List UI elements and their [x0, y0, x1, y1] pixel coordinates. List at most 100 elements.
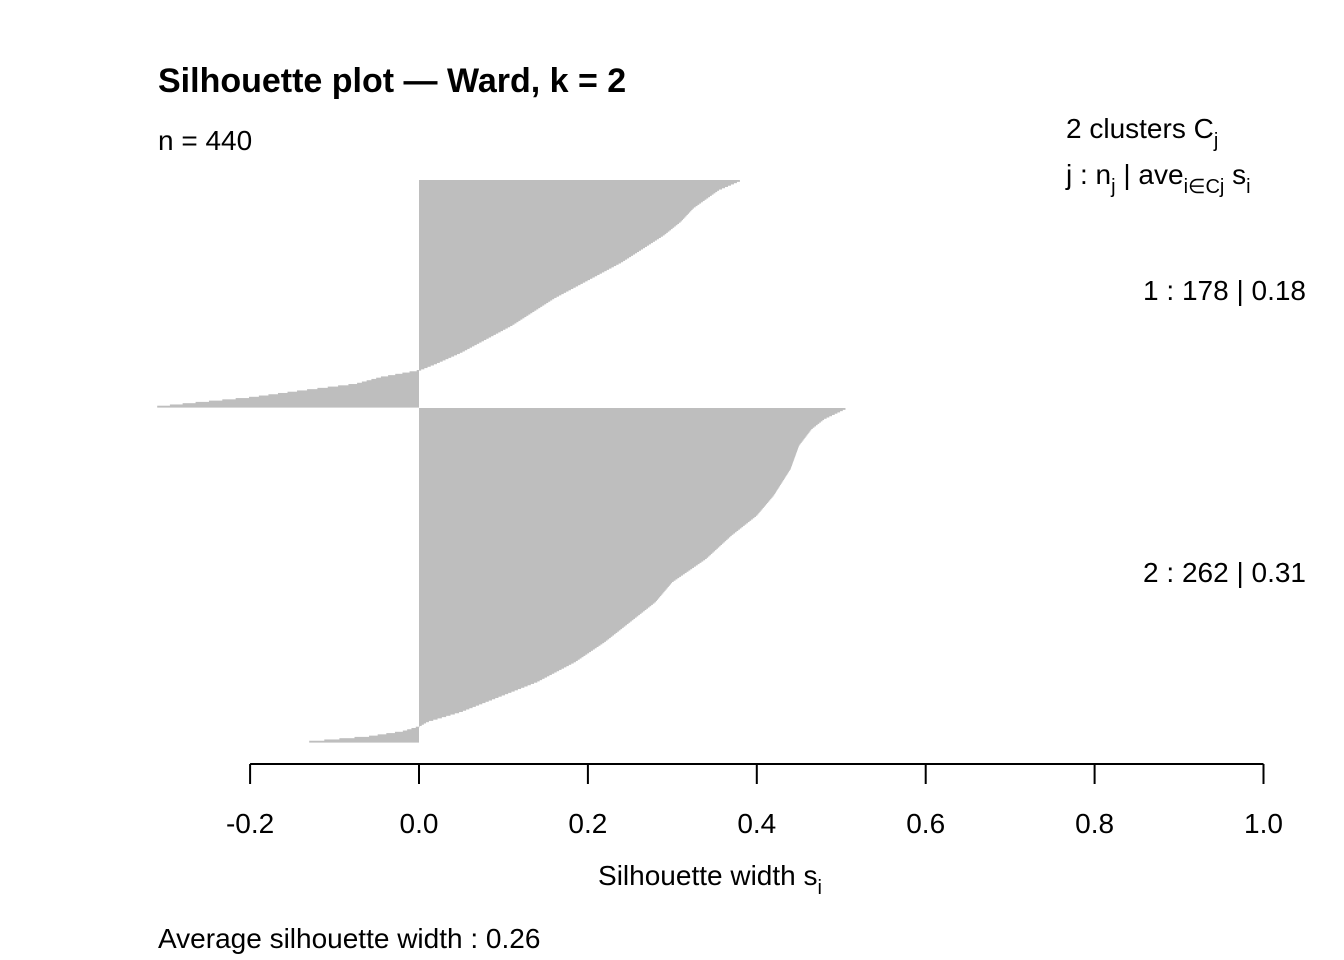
silhouette-bar	[419, 430, 810, 433]
silhouette-bar	[208, 400, 419, 403]
silhouette-bar	[419, 225, 675, 228]
silhouette-bar	[419, 691, 512, 693]
silhouette-bar	[419, 267, 610, 270]
silhouette-bar	[419, 608, 647, 611]
silhouette-bar	[419, 522, 747, 525]
silhouette-bar	[419, 538, 728, 540]
silhouette-bar	[419, 444, 799, 447]
silhouette-bar	[419, 633, 615, 636]
silhouette-bar	[419, 256, 630, 259]
silhouette-bar	[419, 460, 794, 463]
silhouette-bar	[357, 382, 419, 385]
silhouette-bar	[419, 652, 588, 655]
silhouette-bar	[419, 587, 667, 590]
silhouette-bar	[419, 657, 580, 660]
silhouette-bar	[419, 699, 489, 702]
silhouette-bar	[419, 651, 590, 654]
silhouette-bar	[419, 701, 486, 704]
silhouette-bar	[419, 623, 627, 626]
silhouette-bar	[419, 202, 700, 205]
silhouette-bar	[419, 284, 579, 287]
silhouette-bar	[419, 674, 550, 677]
silhouette-bar	[419, 196, 709, 199]
silhouette-bar	[419, 424, 816, 427]
silhouette-bar	[419, 480, 783, 483]
silhouette-bar	[419, 613, 640, 616]
silhouette-bar	[419, 668, 562, 670]
silhouette-bar	[419, 473, 788, 475]
silhouette-bar	[419, 466, 792, 469]
silhouette-bar	[419, 665, 567, 668]
silhouette-bar	[416, 370, 419, 372]
silhouette-bar	[419, 289, 569, 292]
silhouette-bar	[419, 640, 606, 642]
x-tick-label: 0.8	[1075, 808, 1114, 839]
silhouette-bar	[419, 499, 770, 502]
silhouette-bar	[419, 201, 702, 204]
silhouette-bar	[419, 361, 440, 363]
silhouette-bar	[419, 717, 438, 720]
silhouette-bar	[419, 659, 578, 662]
silhouette-bar	[419, 594, 662, 596]
silhouette-bar	[419, 210, 691, 213]
silhouette-bar	[419, 679, 540, 682]
silhouette-bar	[419, 265, 614, 268]
silhouette-bar	[419, 578, 676, 581]
x-tick-label: 0.6	[906, 808, 945, 839]
silhouette-bar	[419, 622, 629, 625]
silhouette-bar	[419, 669, 560, 672]
silhouette-bar	[419, 257, 628, 260]
silhouette-bar	[348, 384, 419, 386]
silhouette-bar	[419, 290, 567, 293]
silhouette-bar	[419, 414, 832, 417]
silhouette-bar	[419, 302, 547, 305]
silhouette-bar	[419, 283, 581, 286]
silhouette-bar	[419, 205, 696, 208]
silhouette-bar	[419, 355, 452, 358]
silhouette-bar	[419, 415, 830, 418]
silhouette-bar	[419, 631, 618, 633]
silhouette-bar	[419, 420, 821, 423]
legend-line-1: 2 clusters Cj	[1066, 113, 1218, 152]
silhouette-bar	[419, 601, 655, 604]
silhouette-bar	[419, 716, 442, 719]
silhouette-bar	[307, 389, 419, 392]
silhouette-bar	[317, 387, 419, 390]
silhouette-bar	[419, 642, 603, 645]
silhouette-bar	[377, 734, 419, 737]
silhouette-bar	[419, 483, 781, 486]
silhouette-bar	[419, 307, 539, 310]
silhouette-bar	[419, 223, 678, 226]
silhouette-bar	[388, 375, 419, 377]
silhouette-bar	[419, 303, 545, 306]
silhouette-bar	[419, 662, 572, 665]
silhouette-bar	[419, 427, 813, 429]
silhouette-bar	[419, 688, 518, 691]
silhouette-bar	[366, 380, 419, 383]
silhouette-bar	[419, 485, 780, 488]
silhouette-bar	[419, 246, 645, 249]
silhouette-bar	[419, 234, 663, 237]
silhouette-bar	[419, 343, 477, 346]
silhouette-bar	[419, 604, 652, 607]
silhouette-bar	[419, 583, 670, 586]
silhouette-bar	[419, 320, 519, 323]
chart-title: Silhouette plot — Ward, k = 2	[158, 62, 626, 100]
silhouette-bar	[419, 713, 451, 716]
silhouette-bar	[419, 464, 792, 466]
silhouette-bar	[419, 419, 823, 422]
silhouette-bar	[419, 336, 489, 339]
silhouette-bar	[419, 194, 712, 196]
silhouette-bar	[419, 569, 689, 572]
x-axis: -0.2 0.0 0.2 0.4 0.6 0.8 1.0	[226, 763, 1283, 839]
silhouette-bar	[419, 297, 555, 300]
silhouette-bar	[419, 524, 745, 526]
silhouette-bar	[419, 437, 805, 440]
silhouette-bar	[419, 467, 791, 470]
silhouette-bar	[419, 501, 769, 503]
silhouette-bar	[419, 625, 624, 628]
silhouette-bar	[419, 582, 671, 585]
silhouette-bar	[419, 357, 449, 360]
silhouette-bar	[419, 213, 688, 216]
silhouette-bar	[419, 648, 593, 651]
